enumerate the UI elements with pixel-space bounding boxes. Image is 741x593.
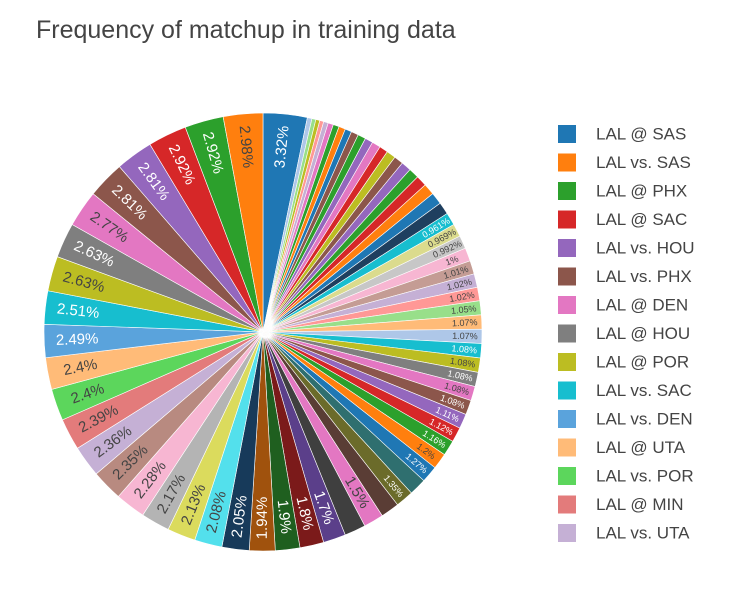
legend-label[interactable]: LAL vs. PHX <box>596 267 692 286</box>
legend-swatch[interactable] <box>558 296 576 314</box>
legend-swatch[interactable] <box>558 381 576 400</box>
legend-label[interactable]: LAL vs. UTA <box>596 524 690 543</box>
slice-label: 2.4% <box>62 356 99 379</box>
slice-label: 3.32% <box>271 125 292 169</box>
legend: LAL @ SAS LAL vs. SAS LAL @ PHX LAL @ SAC LA… <box>558 125 695 543</box>
slice-label: 2.49% <box>56 330 99 349</box>
slice-label: 2.51% <box>56 300 100 322</box>
legend-label[interactable]: LAL @ UTA <box>596 438 686 457</box>
slice-label: 1.94% <box>254 497 271 540</box>
legend-label[interactable]: LAL @ HOU <box>596 324 690 343</box>
legend-swatch[interactable] <box>558 524 576 542</box>
legend-label[interactable]: LAL @ PHX <box>596 182 687 201</box>
slice-label: 1.02% <box>448 290 475 304</box>
slice-label: 1.9% <box>274 499 295 535</box>
legend-label[interactable]: LAL @ DEN <box>596 296 688 315</box>
legend-swatch[interactable] <box>558 239 576 257</box>
slice-label: 1.05% <box>451 303 477 316</box>
legend-swatch[interactable] <box>558 438 576 457</box>
legend-label[interactable]: LAL vs. POR <box>596 467 694 486</box>
legend-label[interactable]: LAL vs. SAS <box>596 153 691 172</box>
pie-slice[interactable] <box>222 112 264 333</box>
legend-label[interactable]: LAL vs. HOU <box>596 239 695 258</box>
legend-swatch[interactable] <box>558 467 576 485</box>
slice-label: 1.08% <box>449 356 476 370</box>
slice-label: 2.05% <box>229 494 251 538</box>
legend-swatch[interactable] <box>558 182 576 200</box>
legend-swatch[interactable] <box>558 267 576 286</box>
legend-label[interactable]: LAL vs. DEN <box>596 410 693 429</box>
legend-swatch[interactable] <box>558 324 576 343</box>
legend-label[interactable]: LAL @ MIN <box>596 495 683 514</box>
legend-swatch[interactable] <box>558 210 576 229</box>
legend-swatch[interactable] <box>558 410 576 428</box>
chart-title: Frequency of matchup in training data <box>36 16 456 44</box>
legend-label[interactable]: LAL @ POR <box>596 353 689 372</box>
legend-swatch[interactable] <box>558 495 576 514</box>
legend-label[interactable]: LAL vs. SAC <box>596 381 692 400</box>
slice-label: 1% <box>444 254 460 268</box>
legend-label[interactable]: LAL @ SAC <box>596 210 687 229</box>
pie: 3.32%0.961%0.969%0.992%1%1.01%1.02%1.02%… <box>43 112 483 552</box>
slice-label: 1.07% <box>452 331 478 342</box>
legend-swatch[interactable] <box>558 353 576 371</box>
legend-swatch[interactable] <box>558 153 576 172</box>
slice-label: 2.98% <box>236 125 257 169</box>
legend-label[interactable]: LAL @ SAS <box>596 125 686 144</box>
slice-label: 1.08% <box>451 343 477 355</box>
legend-swatch[interactable] <box>558 125 576 143</box>
slice-label: 1.07% <box>452 317 478 328</box>
